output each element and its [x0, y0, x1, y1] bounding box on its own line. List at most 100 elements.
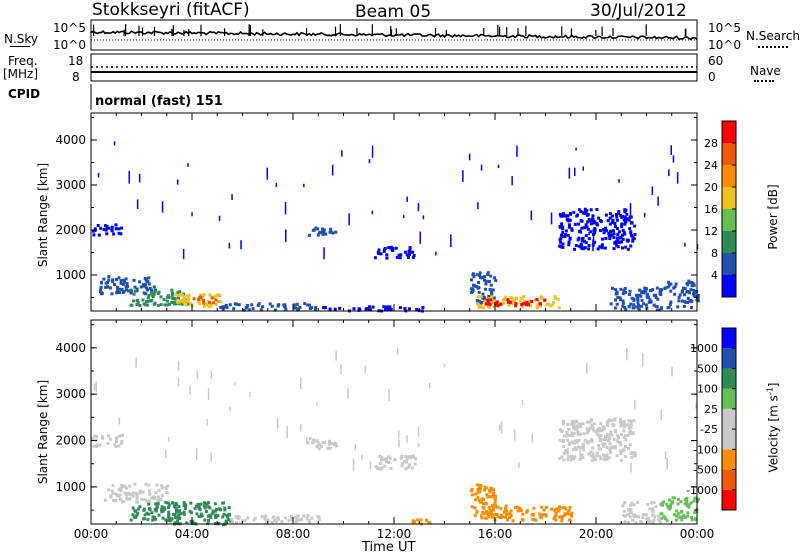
power-cell — [527, 302, 531, 306]
power-cell — [202, 304, 206, 308]
velocity-cell — [504, 504, 508, 508]
power-cell — [489, 283, 493, 287]
velocity-cell — [566, 422, 570, 426]
power-cell — [110, 229, 114, 233]
velocity-cell — [694, 496, 698, 500]
power-cell — [631, 306, 635, 310]
velocity-streak — [95, 381, 97, 393]
velocity-cell — [575, 440, 579, 444]
power-cell — [139, 285, 143, 289]
power-cell — [602, 228, 606, 232]
velocity-cell — [113, 443, 117, 447]
velocity-cell — [613, 418, 617, 422]
power-cell — [625, 212, 629, 216]
power-cell — [560, 222, 564, 226]
velocity-cell — [631, 431, 635, 435]
velocity-cell — [209, 516, 213, 519]
power-cell — [564, 229, 568, 233]
velocity-streak — [660, 409, 662, 420]
power-cell — [628, 293, 631, 296]
power-cell — [145, 303, 149, 307]
velocity-cell — [147, 489, 151, 493]
power-ytick-label: 3000 — [55, 178, 86, 192]
velocity-cell — [675, 509, 679, 513]
power-cell — [145, 300, 148, 304]
velocity-cell — [195, 512, 199, 516]
velocity-streak — [518, 462, 520, 468]
power-cell — [572, 210, 576, 214]
power-cell — [483, 299, 487, 303]
power-ytick-label: 4000 — [55, 133, 86, 147]
velocity-cell — [618, 441, 622, 445]
power-cell — [634, 293, 638, 297]
velocity-cell — [164, 518, 168, 522]
power-streak — [240, 240, 242, 250]
velocity-streak — [196, 447, 198, 460]
velocity-cell — [317, 447, 321, 451]
velocity-cell — [239, 521, 243, 525]
velocity-streak — [567, 447, 569, 459]
velocity-streak — [666, 457, 668, 470]
power-cell — [654, 304, 658, 308]
velocity-cell — [591, 452, 595, 456]
velocity-cell — [627, 447, 630, 450]
power-cell — [159, 295, 163, 299]
power-cell — [132, 299, 136, 303]
power-cell — [313, 307, 317, 311]
velocity-streak — [210, 452, 212, 462]
power-cell — [93, 227, 97, 231]
velocity-cell — [296, 514, 300, 518]
power-cell — [322, 306, 326, 310]
velocity-cell — [157, 513, 161, 517]
velocity-cell — [613, 446, 617, 450]
velocity-cell — [382, 458, 386, 462]
power-cell — [621, 292, 625, 296]
velocity-cell — [491, 504, 494, 508]
power-cell — [357, 307, 361, 311]
power-cell — [668, 302, 672, 306]
power-cell — [589, 222, 593, 226]
power-cell — [582, 246, 586, 250]
velocity-cell — [622, 514, 626, 517]
velocity-cell — [505, 512, 509, 516]
velocity-cell — [604, 435, 607, 439]
power-cell — [484, 282, 488, 286]
velocity-cell — [685, 496, 689, 500]
power-colorbar-tick-label: 12 — [704, 225, 718, 238]
velocity-cell — [318, 443, 322, 447]
velocity-cell — [117, 488, 121, 492]
velocity-cell — [120, 439, 124, 443]
velocity-cell — [184, 503, 188, 507]
velocity-cell — [197, 514, 201, 518]
power-cell — [308, 303, 311, 307]
power-cell — [469, 287, 473, 291]
velocity-cell — [515, 505, 519, 509]
power-cell — [621, 301, 625, 305]
velocity-cell — [473, 506, 477, 510]
power-cell — [622, 218, 626, 222]
velocity-cell — [521, 518, 525, 522]
power-cell — [696, 295, 700, 299]
power-cell — [117, 231, 121, 235]
power-colorbar-tick-label: 24 — [704, 159, 718, 172]
velocity-cell — [686, 511, 690, 515]
power-cell — [568, 212, 572, 216]
velocity-cell — [147, 483, 151, 487]
power-cell — [643, 286, 647, 290]
power-cell — [219, 306, 223, 309]
power-cell — [99, 291, 103, 294]
power-streak — [182, 248, 185, 260]
velocity-cell — [570, 511, 574, 515]
velocity-cell — [665, 519, 669, 523]
power-cell — [403, 250, 407, 254]
power-cell — [566, 217, 570, 221]
power-cell — [99, 226, 103, 230]
power-cell — [654, 296, 658, 300]
power-cell — [560, 234, 564, 238]
velocity-cell — [476, 496, 480, 500]
velocity-colorbar-swatch — [722, 328, 736, 349]
power-cell — [197, 298, 200, 302]
power-streak — [582, 166, 584, 171]
power-cell — [666, 285, 670, 289]
velocity-cell — [595, 454, 599, 458]
